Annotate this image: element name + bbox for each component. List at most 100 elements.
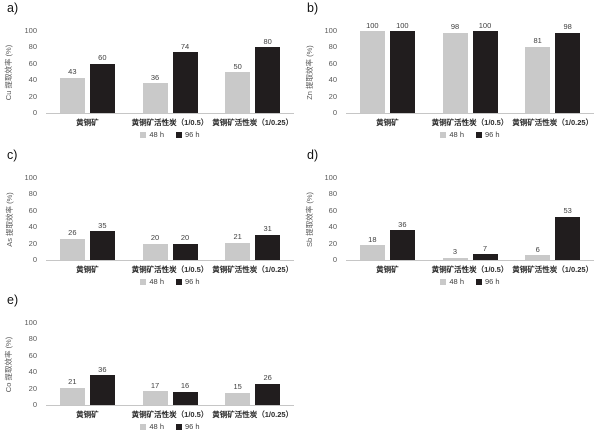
bar-column: 18 <box>359 234 385 260</box>
bar-48h <box>142 391 168 405</box>
y-tick-label: 60 <box>28 350 37 360</box>
x-category-label: 黄铜矿 <box>76 118 99 127</box>
plot-area: 100 100 98 100 81 98 <box>346 21 594 114</box>
bar-48h <box>225 72 251 113</box>
legend: 48 h 96 h <box>46 277 294 286</box>
legend-swatch-48h <box>140 423 147 430</box>
y-tick-label: 80 <box>328 189 337 199</box>
legend-item: 96 h <box>176 130 200 139</box>
panel-label: c) <box>7 148 18 162</box>
bar-column: 50 <box>225 62 251 113</box>
bar-value-label: 18 <box>368 234 377 244</box>
y-axis-ticks: 100 80 60 40 20 0 <box>16 174 40 263</box>
bar-value-label: 60 <box>98 53 107 63</box>
bar-value-label: 26 <box>263 373 272 383</box>
x-axis-category-labels: 黄铜矿 黄铜矿活性炭（1/0.5） 黄铜矿活性炭（1/0.25） <box>346 118 594 127</box>
bar-column: 100 <box>389 21 415 113</box>
x-category-label: 黄铜矿活性炭（1/0.25） <box>212 410 294 419</box>
legend-swatch-96h <box>176 131 182 138</box>
y-tick-label: 40 <box>28 367 37 377</box>
bar-value-label: 98 <box>563 22 572 32</box>
bar-column: 20 <box>172 233 198 260</box>
plot-area: 18 36 3 7 6 53 <box>346 178 594 261</box>
bar-value-label: 20 <box>150 233 160 243</box>
y-tick-label: 60 <box>328 58 337 68</box>
y-axis-title: Cu 提取效率 (%) <box>2 31 16 113</box>
bar-column: 36 <box>142 72 168 113</box>
bar-column: 98 <box>442 23 468 113</box>
bar-group: 21 36 <box>46 366 129 405</box>
bar-group: 6 53 <box>511 207 594 260</box>
bar-column: 74 <box>172 43 198 113</box>
bar-value-label: 43 <box>68 67 77 77</box>
legend-item: 96 h <box>476 130 500 139</box>
bar-48h <box>225 392 251 405</box>
y-axis-title: Sb 提取效率 (%) <box>302 178 316 260</box>
bar-column: 35 <box>89 222 115 260</box>
y-tick-label: 20 <box>328 91 337 101</box>
bar-column: 21 <box>59 378 85 405</box>
bar-48h <box>359 245 385 260</box>
legend-swatch-48h <box>440 278 447 285</box>
bar-48h <box>142 243 168 260</box>
y-axis-ticks: 100 80 60 40 20 0 <box>16 319 40 409</box>
x-category-label: 黄铜矿活性炭（1/0.5） <box>431 118 509 127</box>
legend-swatch-48h <box>440 131 447 138</box>
bar-column: 21 <box>225 233 251 260</box>
legend-label: 48 h <box>149 422 164 431</box>
bar-column: 36 <box>89 366 115 405</box>
bar-value-label: 80 <box>263 36 272 46</box>
y-tick-label: 20 <box>28 238 37 248</box>
bar-48h <box>525 255 551 260</box>
panel-label: e) <box>7 293 19 307</box>
x-axis-category-labels: 黄铜矿 黄铜矿活性炭（1/0.5） 黄铜矿活性炭（1/0.25） <box>46 265 294 274</box>
y-axis-title: Co 提取效率 (%) <box>2 323 16 405</box>
y-tick-label: 40 <box>328 75 337 85</box>
bar-group: 81 98 <box>511 23 594 113</box>
legend-swatch-96h <box>476 131 482 138</box>
bar-value-label: 81 <box>533 36 542 46</box>
bar-column: 36 <box>389 221 415 260</box>
bar-value-label: 36 <box>150 72 160 82</box>
x-category-label: 黄铜矿活性炭（1/0.25） <box>512 118 594 127</box>
legend-label: 96 h <box>185 422 200 431</box>
bar-column: 100 <box>359 21 385 113</box>
bar-column: 16 <box>172 382 198 405</box>
panel-a: a) Cu 提取效率 (%) 100 80 60 40 20 0 43 60 36 74 50 80 黄铜矿… <box>0 0 300 145</box>
bar-column: 6 <box>525 246 551 260</box>
bar-value-label: 31 <box>263 224 272 234</box>
bar-48h <box>142 83 168 113</box>
panel-label: b) <box>307 1 319 15</box>
legend-swatch-96h <box>176 423 182 430</box>
y-axis-title: As 提取效率 (%) <box>2 178 16 260</box>
bar-column: 26 <box>59 229 85 260</box>
bar-96h <box>172 243 198 260</box>
bar-value-label: 3 <box>452 247 458 257</box>
bar-group: 18 36 <box>346 221 429 260</box>
legend-item: 48 h <box>140 277 164 286</box>
bar-column: 81 <box>525 36 551 113</box>
y-axis-title-text: Co 提取效率 (%) <box>4 336 14 392</box>
x-axis-category-labels: 黄铜矿 黄铜矿活性炭（1/0.5） 黄铜矿活性炭（1/0.25） <box>46 410 294 419</box>
y-tick-label: 0 <box>32 400 37 409</box>
legend-label: 48 h <box>449 130 464 139</box>
bar-column: 15 <box>225 382 251 405</box>
x-axis-category-labels: 黄铜矿 黄铜矿活性炭（1/0.5） 黄铜矿活性炭（1/0.25） <box>46 118 294 127</box>
bar-96h <box>255 47 281 113</box>
bar-value-label: 15 <box>233 382 242 392</box>
bar-value-label: 20 <box>180 233 190 243</box>
legend-item: 48 h <box>140 422 164 431</box>
x-category-label: 黄铜矿 <box>376 265 399 274</box>
plot-area: 21 36 17 16 15 26 <box>46 323 294 406</box>
legend-item: 96 h <box>176 277 200 286</box>
bar-48h <box>442 257 468 260</box>
bar-group: 50 80 <box>211 38 294 113</box>
legend-label: 48 h <box>149 277 164 286</box>
panel-c: c) As 提取效率 (%) 100 80 60 40 20 0 26 35 20 20 21 31 黄铜矿… <box>0 147 300 292</box>
y-axis-ticks: 100 80 60 40 20 0 <box>16 27 40 116</box>
y-tick-label: 60 <box>328 205 337 215</box>
bar-48h <box>525 46 551 113</box>
legend: 48 h 96 h <box>346 277 594 286</box>
